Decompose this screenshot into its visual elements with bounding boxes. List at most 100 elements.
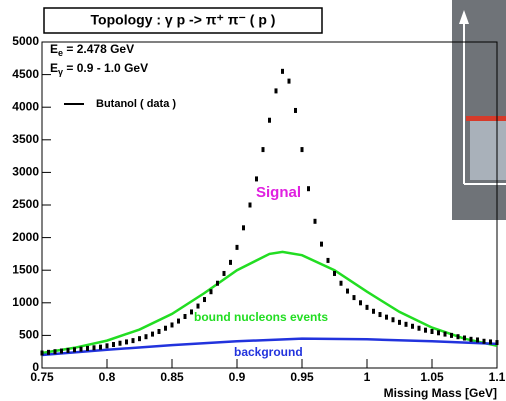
data-point xyxy=(417,325,421,331)
data-point xyxy=(430,328,434,334)
data-point xyxy=(209,289,213,295)
data-point xyxy=(261,147,265,153)
data-point xyxy=(437,330,440,336)
y-tick-label: 4000 xyxy=(12,99,39,113)
data-point xyxy=(99,344,102,350)
x-tick-label: 0.9 xyxy=(229,370,246,384)
data-point xyxy=(313,218,317,224)
data-point xyxy=(411,323,414,329)
title-box xyxy=(43,7,323,34)
data-point xyxy=(333,270,336,276)
x-tick-label: 0.95 xyxy=(290,370,314,384)
data-point xyxy=(222,270,226,276)
fit-curve xyxy=(41,250,498,355)
y-tick-label: 3500 xyxy=(12,132,39,146)
data-point xyxy=(463,335,466,341)
data-point xyxy=(144,334,148,340)
data-point xyxy=(255,176,258,182)
data-point xyxy=(482,338,486,344)
data-point xyxy=(489,339,492,345)
y-tick-label: 500 xyxy=(19,328,39,342)
legend-label: Butanol ( data ) xyxy=(96,98,176,110)
y-tick-label: 2500 xyxy=(12,197,39,211)
data-point xyxy=(47,349,50,355)
data-point xyxy=(196,303,200,309)
data-point xyxy=(203,297,206,303)
data-point xyxy=(346,288,349,294)
data-point xyxy=(73,347,76,353)
data-point xyxy=(118,340,122,346)
data-point xyxy=(385,314,388,320)
data-point xyxy=(443,331,447,337)
data-point xyxy=(281,68,284,74)
y-tick-label: 0 xyxy=(32,360,39,374)
data-point xyxy=(138,336,141,342)
data-point xyxy=(495,340,499,346)
data-point xyxy=(274,88,278,94)
data-point xyxy=(229,259,232,265)
data-point xyxy=(339,280,343,286)
data-point xyxy=(248,202,252,208)
data-point xyxy=(300,147,304,153)
data-point xyxy=(53,349,57,355)
data-point xyxy=(424,327,427,333)
data-point xyxy=(216,280,219,286)
data-point xyxy=(456,334,460,340)
x-tick-label: 1.1 xyxy=(489,370,506,384)
y-tick-label: 5000 xyxy=(12,34,39,48)
x-axis-label: Missing Mass [GeV] xyxy=(384,386,497,400)
data-point xyxy=(112,342,115,348)
data-point xyxy=(326,257,330,263)
data-point xyxy=(157,328,161,334)
annotation: Eγ = 0.9 - 1.0 GeV xyxy=(50,61,148,77)
data-point xyxy=(40,350,44,356)
x-tick-label: 0.85 xyxy=(160,370,184,384)
y-tick-label: 2000 xyxy=(12,230,39,244)
y-tick-label: 4500 xyxy=(12,67,39,81)
data-point xyxy=(131,338,135,344)
curve-label: background xyxy=(234,345,303,359)
data-point xyxy=(391,317,395,323)
data-point xyxy=(235,244,239,250)
data-point xyxy=(398,319,401,325)
data-point xyxy=(190,309,193,315)
data-point xyxy=(307,186,310,192)
data-point xyxy=(183,313,187,319)
data-point xyxy=(372,308,375,314)
y-tick-label: 1000 xyxy=(12,295,39,309)
annotation: Ee = 2.478 GeV xyxy=(50,42,134,58)
data-point xyxy=(66,347,70,353)
inset-photo xyxy=(452,0,506,220)
data-point xyxy=(242,225,245,231)
data-point xyxy=(170,322,174,328)
curve-label: bound nucleons events xyxy=(194,310,328,324)
x-tick-label: 1 xyxy=(364,370,371,384)
data-point xyxy=(450,332,453,338)
data-point xyxy=(359,300,362,306)
data-point xyxy=(320,241,323,247)
data-point xyxy=(92,345,96,351)
y-tick-label: 3000 xyxy=(12,165,39,179)
data-point xyxy=(177,318,180,324)
y-tick-label: 1500 xyxy=(12,262,39,276)
x-tick-label: 0.8 xyxy=(99,370,116,384)
data-point xyxy=(151,331,154,337)
signal-label: Signal xyxy=(256,184,301,201)
data-point xyxy=(60,348,63,354)
chart-title: Topology : γ p -> π⁺ π⁻ ( p ) xyxy=(91,12,276,28)
data-point xyxy=(469,336,473,342)
data-point xyxy=(352,295,356,301)
data-point xyxy=(79,346,83,352)
data-point xyxy=(404,321,408,327)
data-point xyxy=(378,312,382,318)
data-point xyxy=(365,304,369,310)
data-point xyxy=(105,343,109,349)
data-point xyxy=(268,117,271,123)
data-point xyxy=(125,339,128,345)
data-point xyxy=(287,78,291,84)
fit-curve xyxy=(41,337,498,357)
x-tick-label: 1.05 xyxy=(420,370,444,384)
data-point xyxy=(164,325,167,331)
x-tick-label: 0.75 xyxy=(30,370,54,384)
